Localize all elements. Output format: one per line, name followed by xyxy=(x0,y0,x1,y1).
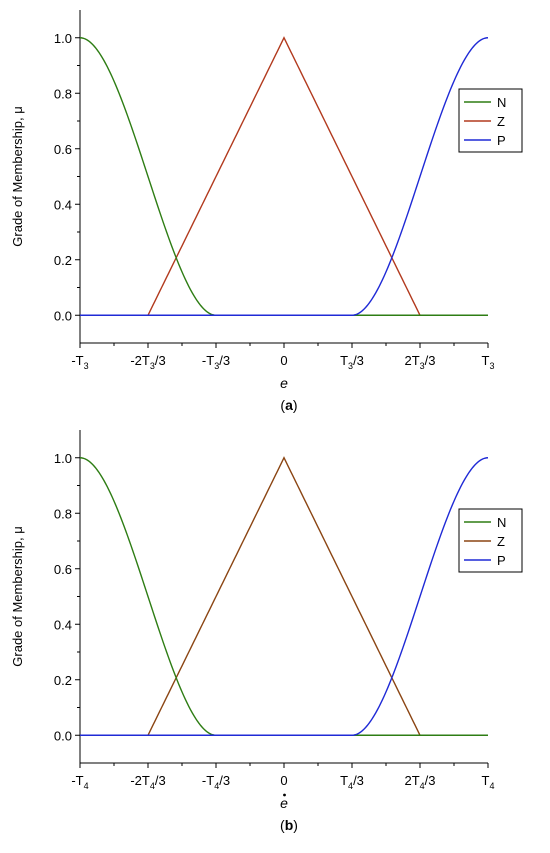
x-tick-label: 0 xyxy=(280,773,287,788)
legend-label-P: P xyxy=(497,553,506,568)
y-tick-label: 0.4 xyxy=(54,197,72,212)
x-tick-label: -T3 xyxy=(71,353,88,371)
x-tick-label: -T4 xyxy=(71,773,88,791)
x-tick-label: 0 xyxy=(280,353,287,368)
legend-label-N: N xyxy=(497,95,506,110)
series-line-N xyxy=(79,457,488,736)
y-tick-label: 0.6 xyxy=(54,142,72,157)
x-tick-label: T4 xyxy=(482,773,495,791)
panel-caption: (a) xyxy=(280,397,297,413)
y-axis-title: Grade of Membership, μ xyxy=(10,106,25,246)
x-tick-label: -2T3/3 xyxy=(130,353,165,371)
series-line-N xyxy=(79,37,488,316)
series-line-P xyxy=(80,37,489,316)
y-tick-label: 0.0 xyxy=(54,308,72,323)
x-tick-label: -2T4/3 xyxy=(130,773,165,791)
legend-label-Z: Z xyxy=(497,534,505,549)
y-tick-label: 0.0 xyxy=(54,728,72,743)
chart-panel-a: 0.0 0.2 0.4 0.6 0.8 1.0 -T3 -2T3/3 -T3/3 0 T3/3 2T3… xyxy=(10,10,523,413)
y-tick-label: 0.6 xyxy=(54,562,72,577)
series-line-P xyxy=(80,457,489,736)
series-line-Z xyxy=(80,36,488,316)
series-line-Z xyxy=(80,456,488,736)
y-tick-label: 1.0 xyxy=(54,451,72,466)
y-tick-label: 0.2 xyxy=(54,673,72,688)
y-tick-label: 0.2 xyxy=(54,253,72,268)
y-tick-label: 0.8 xyxy=(54,86,72,101)
x-axis-title-dot xyxy=(283,793,286,797)
x-tick-label: T3 xyxy=(482,353,495,371)
x-tick-label: 2T3/3 xyxy=(404,353,435,371)
y-tick-label: 0.8 xyxy=(54,506,72,521)
x-axis-title: e xyxy=(280,375,288,391)
x-tick-label: T4/3 xyxy=(340,773,364,791)
panel-caption: (b) xyxy=(280,817,298,833)
legend-label-P: P xyxy=(497,133,506,148)
x-tick-label: T3/3 xyxy=(340,353,364,371)
x-tick-label: -T3/3 xyxy=(202,353,230,371)
chart-panel-b: 0.0 0.2 0.4 0.6 0.8 1.0 -T4 -2T4/3 -T4/3 0 T4/3 2T4… xyxy=(10,430,523,833)
y-axis-title: Grade of Membership, μ xyxy=(10,526,25,666)
legend-label-N: N xyxy=(497,515,506,530)
y-tick-label: 0.4 xyxy=(54,617,72,632)
legend-label-Z: Z xyxy=(497,114,505,129)
x-axis-title: e xyxy=(280,795,288,811)
x-tick-label: -T4/3 xyxy=(202,773,230,791)
y-tick-label: 1.0 xyxy=(54,31,72,46)
x-tick-label: 2T4/3 xyxy=(404,773,435,791)
